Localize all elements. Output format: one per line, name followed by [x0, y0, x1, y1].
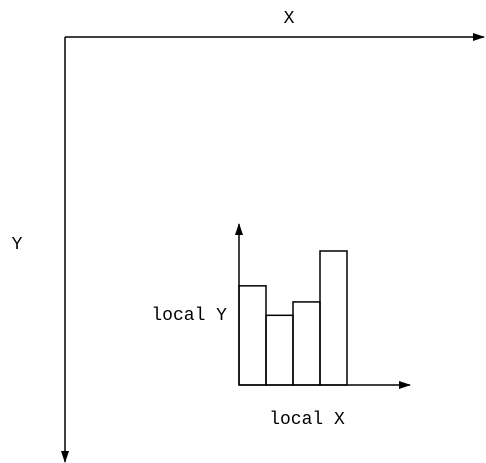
histogram-bar-4 — [319, 250, 348, 386]
histogram-bar-3 — [292, 301, 321, 386]
histogram-bar-2 — [265, 314, 294, 386]
histogram-bars — [238, 250, 348, 386]
local-y-label: local Y — [151, 306, 227, 326]
global-y-label: Y — [12, 235, 23, 255]
global-x-label: X — [284, 9, 295, 29]
histogram-bar-1 — [238, 285, 267, 386]
local-x-label: local X — [269, 410, 345, 430]
